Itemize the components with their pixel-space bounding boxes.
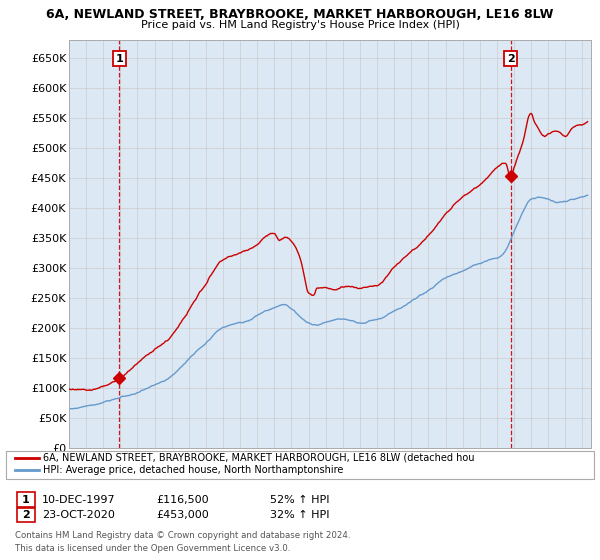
Text: 2: 2 <box>22 510 29 520</box>
Text: 2: 2 <box>506 54 514 64</box>
Text: 10-DEC-1997: 10-DEC-1997 <box>42 494 116 505</box>
Text: 6A, NEWLAND STREET, BRAYBROOKE, MARKET HARBOROUGH, LE16 8LW (detached hou: 6A, NEWLAND STREET, BRAYBROOKE, MARKET H… <box>43 452 475 463</box>
Text: HPI: Average price, detached house, North Northamptonshire: HPI: Average price, detached house, Nort… <box>43 465 344 475</box>
Text: 52% ↑ HPI: 52% ↑ HPI <box>270 494 329 505</box>
Text: £453,000: £453,000 <box>156 510 209 520</box>
Text: Price paid vs. HM Land Registry's House Price Index (HPI): Price paid vs. HM Land Registry's House … <box>140 20 460 30</box>
Text: 1: 1 <box>116 54 124 64</box>
Text: 32% ↑ HPI: 32% ↑ HPI <box>270 510 329 520</box>
Text: 23-OCT-2020: 23-OCT-2020 <box>42 510 115 520</box>
Text: 1: 1 <box>22 494 29 505</box>
Text: £116,500: £116,500 <box>156 494 209 505</box>
Text: 6A, NEWLAND STREET, BRAYBROOKE, MARKET HARBOROUGH, LE16 8LW: 6A, NEWLAND STREET, BRAYBROOKE, MARKET H… <box>46 8 554 21</box>
Text: Contains HM Land Registry data © Crown copyright and database right 2024.
This d: Contains HM Land Registry data © Crown c… <box>15 531 350 553</box>
